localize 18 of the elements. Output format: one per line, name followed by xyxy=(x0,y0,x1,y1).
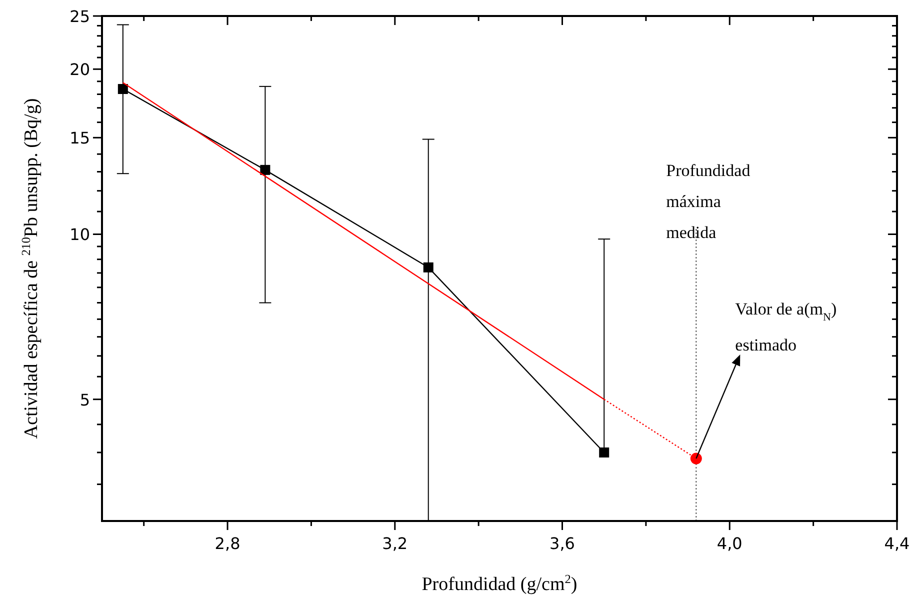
y-tick-label: 5 xyxy=(80,390,90,410)
ref-line-label: Profundidad máxima medida xyxy=(666,161,751,242)
point xyxy=(690,452,702,464)
x-tick-label: 3,6 xyxy=(550,534,575,553)
x-tick-label: 4,0 xyxy=(716,534,742,553)
y-tick-label: 10 xyxy=(70,225,90,244)
x-tick-label: 2,8 xyxy=(214,534,240,553)
x-tick-label: 4,4 xyxy=(884,534,910,553)
x-tick-label: 3,2 xyxy=(382,534,408,553)
y-tick-label: 15 xyxy=(70,128,90,148)
y-tick-label: 25 xyxy=(70,7,90,26)
point xyxy=(423,262,434,272)
text: Valor de a(m$_{N}$) estimado xyxy=(735,300,837,355)
point xyxy=(118,84,128,94)
x-axis-title: Profundidad (g/cm$^{2}$) xyxy=(422,572,578,595)
y-tick-label: 20 xyxy=(70,60,90,80)
point xyxy=(599,447,610,458)
point xyxy=(260,164,270,175)
